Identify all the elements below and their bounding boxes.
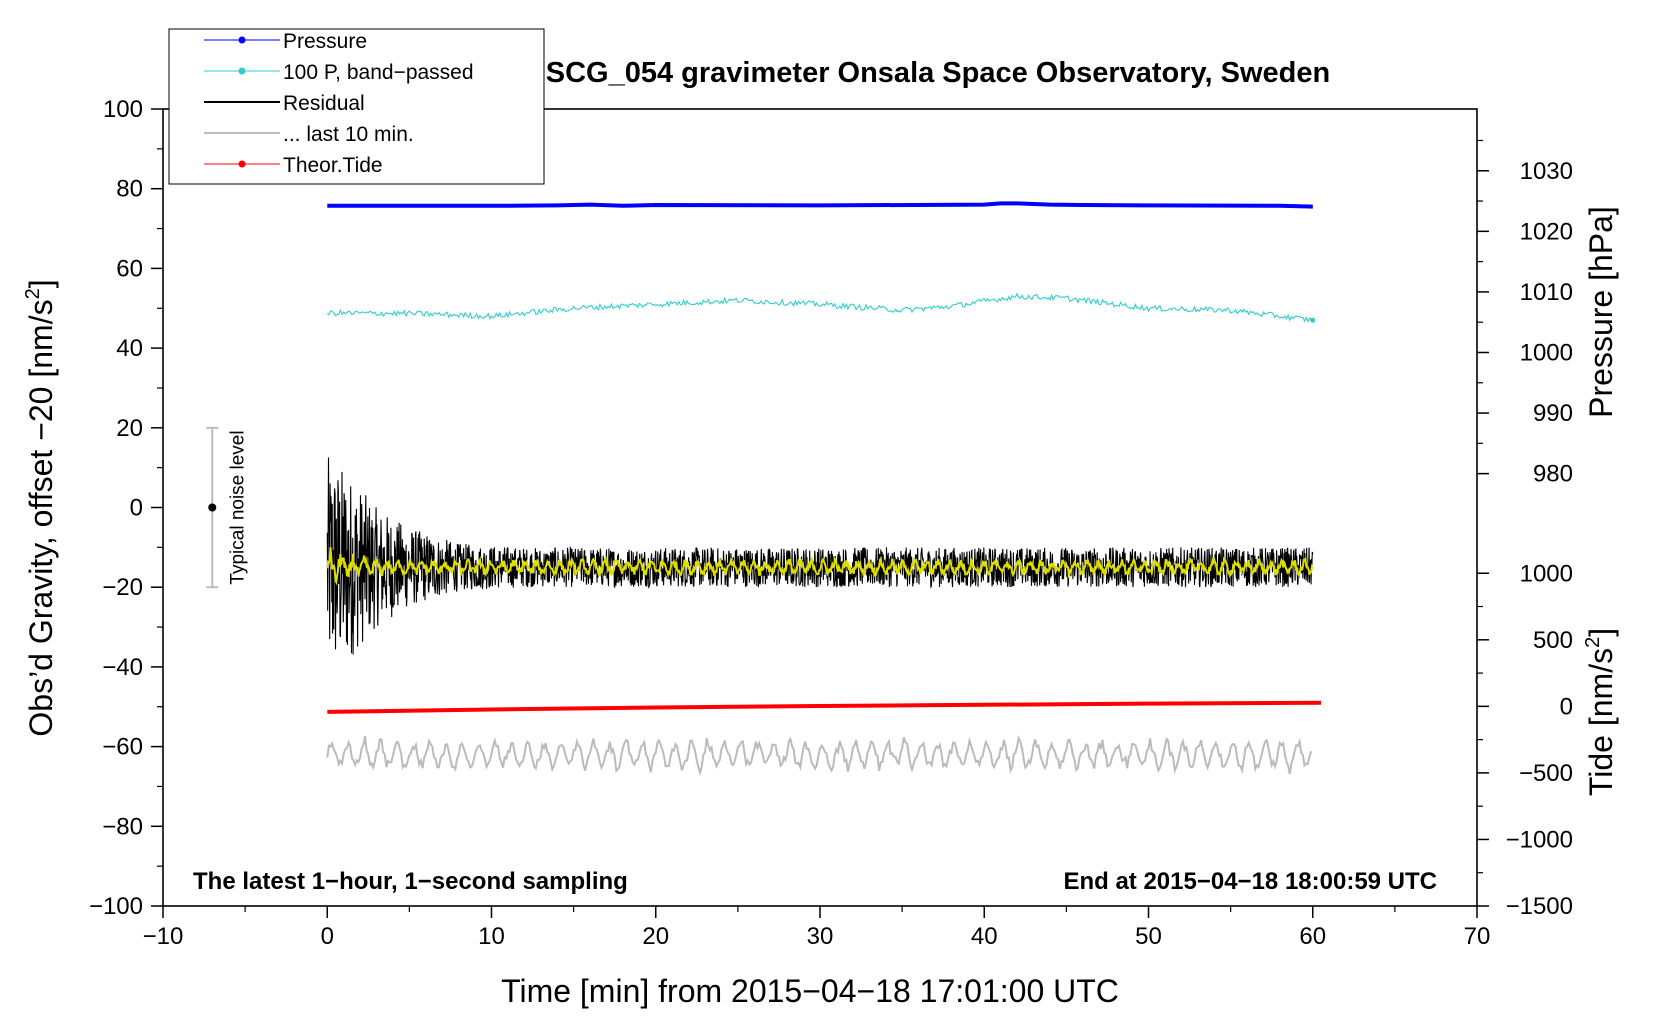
legend: Pressure 100 P, band−passed Residual ... la… xyxy=(168,28,545,185)
noise-level-indicator: Typical noise level xyxy=(206,426,248,589)
pressure-series-line xyxy=(327,201,1313,209)
pressure-axis-title: Pressure [hPa] xyxy=(1583,206,1619,418)
tide-tick-label: −1500 xyxy=(1506,893,1573,920)
tide-tick-label: −1000 xyxy=(1506,826,1573,853)
tide-tick-label: 0 xyxy=(1560,693,1573,720)
chart-title: SCG_054 gravimeter Onsala Space Observat… xyxy=(546,57,1330,89)
x-tick-label: 20 xyxy=(642,923,669,950)
tide-tick-label: 500 xyxy=(1533,627,1573,654)
legend-swatch-marker xyxy=(238,67,246,75)
band-passed-pressure-series-line xyxy=(326,292,1312,323)
smoothed-residual-series-line xyxy=(326,547,1314,586)
y-tick-label: −80 xyxy=(102,813,143,840)
tide-axis-title-main: Tide [nm/s xyxy=(1583,648,1619,796)
y-tick-label: −100 xyxy=(89,893,143,920)
y-tick-label: 100 xyxy=(103,96,143,123)
tide-tick-label: −500 xyxy=(1519,760,1573,787)
noise-bar-center-dot xyxy=(208,503,217,512)
y-tick-label: 0 xyxy=(130,495,143,522)
y-axis-title-left-end: ] xyxy=(23,279,59,288)
pressure-tick-label: 980 xyxy=(1533,461,1573,488)
tide-axis-title-end: ] xyxy=(1583,628,1619,637)
pressure-tick-label: 1010 xyxy=(1520,279,1573,306)
x-tick-label: 30 xyxy=(807,923,834,950)
x-tick-label: 10 xyxy=(478,923,505,950)
pressure-tick-label: 990 xyxy=(1533,400,1573,427)
legend-label: Residual xyxy=(283,92,365,115)
tide-axis-title: Tide [nm/s2] xyxy=(1582,628,1619,796)
y-tick-label: 80 xyxy=(116,176,143,203)
legend-box xyxy=(168,28,545,185)
sampling-note: The latest 1−hour, 1−second sampling xyxy=(193,868,628,895)
x-tick-label: 40 xyxy=(971,923,998,950)
x-axis-title: Time [min] from 2015−04−18 17:01:00 UTC xyxy=(501,973,1119,1009)
x-tick-label: 60 xyxy=(1299,923,1326,950)
y-axis-title-left-sup: 2 xyxy=(22,288,44,299)
last-10-min-series-line xyxy=(326,735,1313,777)
noise-bar-label: Typical noise level xyxy=(227,430,248,584)
pressure-tick-label: 1020 xyxy=(1520,218,1573,245)
y-tick-label: −40 xyxy=(102,654,143,681)
y-axis-title-left-main: Obs’d Gravity, offset −20 [nm/s xyxy=(23,299,59,736)
legend-label: Theor.Tide xyxy=(283,154,383,177)
axes-layer: −10 0 10 20 30 40 50 60 70−100−80−60−40−20020406… xyxy=(89,96,1573,950)
pressure-tick-label: 1000 xyxy=(1520,339,1573,366)
tide-axis-title-sup: 2 xyxy=(1582,637,1604,648)
band-passed-end-marker xyxy=(1310,317,1316,323)
residual-series-line xyxy=(326,457,1314,655)
x-tick-label: −10 xyxy=(143,923,184,950)
pressure-tick-label: 1030 xyxy=(1520,158,1573,185)
y-tick-label: 20 xyxy=(116,415,143,442)
legend-swatch-marker xyxy=(238,160,246,168)
x-tick-label: 70 xyxy=(1464,923,1491,950)
y-tick-label: −20 xyxy=(102,574,143,601)
y-tick-label: −60 xyxy=(102,734,143,761)
y-tick-label: 60 xyxy=(116,255,143,282)
legend-label: ... last 10 min. xyxy=(283,123,414,146)
legend-label: 100 P, band−passed xyxy=(283,61,474,84)
y-tick-label: 40 xyxy=(116,335,143,362)
legend-swatch-marker xyxy=(238,36,246,44)
theoretical-tide-series-line xyxy=(327,700,1322,714)
end-time-note: End at 2015−04−18 18:00:59 UTC xyxy=(1063,868,1437,895)
y-axis-title-left: Obs’d Gravity, offset −20 [nm/s2] xyxy=(22,279,59,736)
x-tick-label: 50 xyxy=(1135,923,1162,950)
tide-tick-label: 1000 xyxy=(1520,560,1573,587)
data-layer xyxy=(326,201,1322,777)
legend-label: Pressure xyxy=(283,30,367,53)
x-tick-label: 0 xyxy=(321,923,334,950)
